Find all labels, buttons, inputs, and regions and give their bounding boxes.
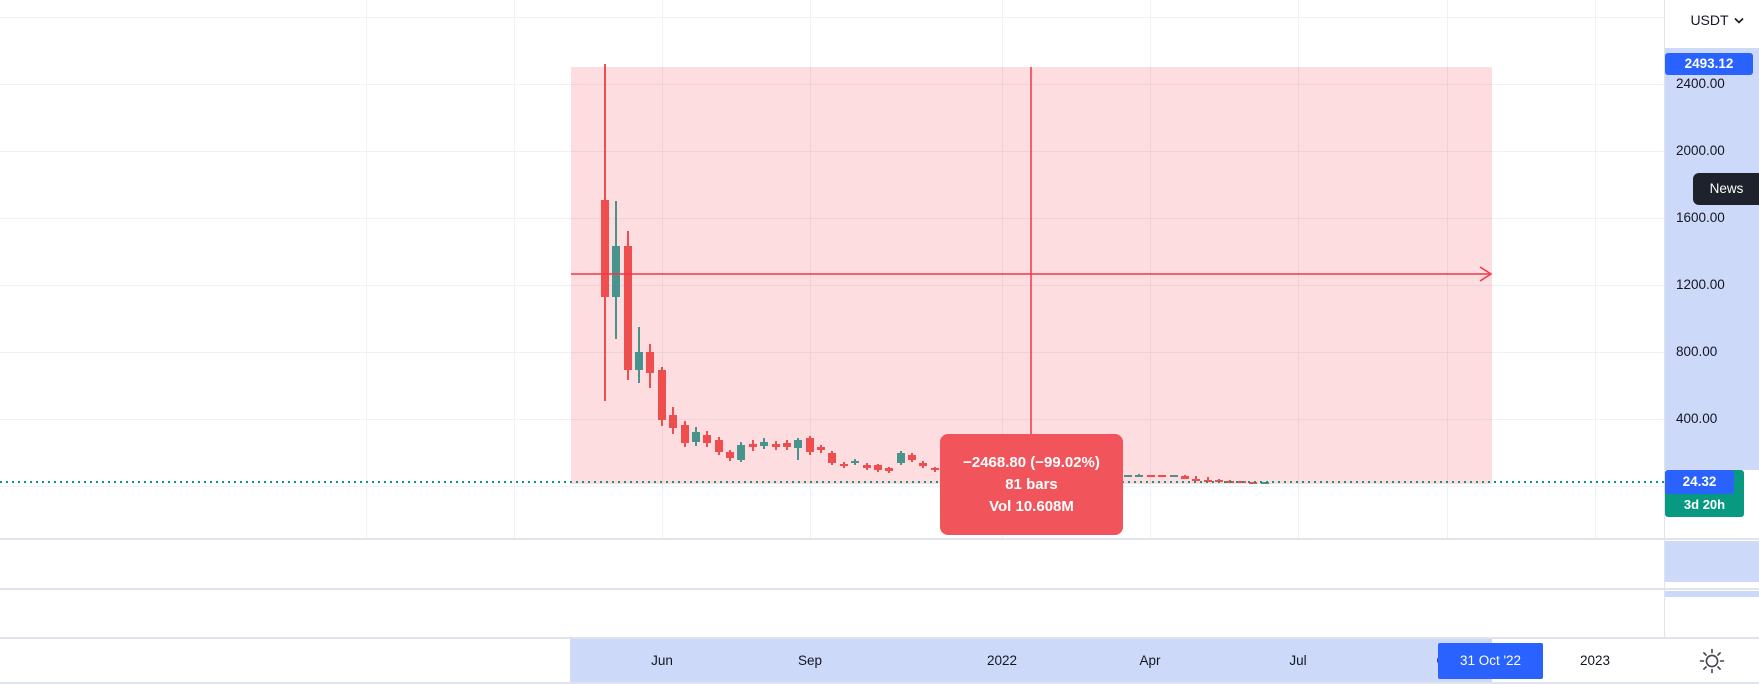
candle	[839, 464, 848, 467]
candle	[703, 434, 712, 443]
chart-surface[interactable]: −2468.80 (−99.02%) 81 bars Vol 10.608M	[0, 0, 1664, 538]
time-tick-label: Jul	[1289, 653, 1307, 668]
candle	[760, 441, 769, 446]
price-tick-label: 800.00	[1676, 344, 1718, 359]
candle	[794, 439, 803, 448]
candle-wick	[797, 437, 800, 461]
currency-dropdown[interactable]: USDT	[1679, 8, 1755, 32]
h-gridline	[0, 285, 1664, 286]
v-gridline	[1002, 0, 1003, 538]
candle	[930, 468, 939, 471]
candle	[748, 443, 757, 447]
h-gridline	[0, 486, 1664, 487]
measure-start-price-label: 2493.12	[1665, 53, 1753, 75]
pane-divider[interactable]	[0, 538, 1759, 540]
measure-tooltip: −2468.80 (−99.02%) 81 bars Vol 10.608M	[940, 434, 1123, 535]
h-gridline	[0, 352, 1664, 353]
candle	[1135, 474, 1144, 477]
candle	[657, 370, 666, 420]
price-tick-label: 2400.00	[1676, 76, 1725, 91]
candle	[862, 465, 871, 469]
currency-label: USDT	[1690, 12, 1729, 28]
candle	[1169, 475, 1178, 478]
candle	[873, 465, 882, 471]
price-tick-label: 1200.00	[1676, 277, 1725, 292]
measure-end-price-label: 24.32	[1665, 470, 1734, 494]
time-scale[interactable]: JunSep2022AprJulOct2023 31 Oct '22	[0, 637, 1759, 684]
candle-layer	[601, 63, 1269, 485]
price-tick-label: 400.00	[1676, 411, 1718, 426]
candle	[714, 439, 723, 452]
candle	[908, 455, 917, 461]
time-tick-label: Jun	[651, 653, 673, 668]
candle	[805, 437, 814, 452]
v-gridline	[1595, 0, 1596, 538]
candle	[635, 352, 644, 371]
measure-change-text: −2468.80 (−99.02%)	[963, 454, 1100, 471]
price-tick-label: 2000.00	[1676, 143, 1725, 158]
current-price-line	[0, 481, 1664, 483]
candle-wick	[1206, 476, 1209, 483]
candle	[691, 432, 700, 442]
v-gridline	[1447, 0, 1448, 538]
v-gridline	[366, 0, 367, 538]
candle	[1215, 479, 1224, 482]
v-gridline	[514, 0, 515, 538]
price-scale[interactable]: 2400.00 2000.00 1600.00 1200.00 800.00 400.00…	[1664, 0, 1759, 638]
measure-volume-text: Vol 10.608M	[989, 498, 1074, 515]
measure-date-range-highlight	[570, 639, 1492, 682]
candle	[771, 443, 780, 447]
scale-measure-highlight	[1665, 541, 1759, 582]
candle	[1146, 474, 1155, 477]
measure-end-date-label: 31 Oct '22	[1438, 643, 1543, 679]
v-gridline	[1150, 0, 1151, 538]
candle	[646, 352, 655, 373]
price-tick-label: 1600.00	[1676, 210, 1725, 225]
h-gridline	[0, 84, 1664, 85]
v-gridline	[1298, 0, 1299, 538]
time-tick-label: Sep	[797, 653, 823, 668]
news-button[interactable]: News	[1693, 173, 1759, 205]
v-gridline	[662, 0, 663, 538]
candle	[1180, 475, 1189, 479]
h-gridline	[0, 218, 1664, 219]
candle	[919, 463, 928, 467]
candle	[851, 461, 860, 464]
candle	[885, 468, 894, 472]
candle	[1124, 474, 1133, 477]
bar-countdown-text: 3d 20h	[1683, 497, 1726, 512]
scale-measure-highlight	[1665, 48, 1759, 470]
candle	[1249, 482, 1258, 485]
candle	[896, 453, 905, 464]
candle	[623, 246, 632, 371]
candle	[782, 442, 791, 447]
sun-icon	[1699, 648, 1725, 674]
candle	[680, 425, 689, 443]
h-gridline	[0, 419, 1664, 420]
scale-measure-highlight	[1665, 591, 1759, 597]
measure-bars-text: 81 bars	[1005, 476, 1058, 493]
candle	[1158, 475, 1167, 478]
candle-wick	[1195, 476, 1198, 482]
candle	[1203, 479, 1212, 482]
theme-toggle-button[interactable]	[1698, 647, 1726, 675]
pane-divider[interactable]	[0, 588, 1759, 590]
candle	[612, 246, 621, 297]
candle	[737, 444, 746, 461]
time-tick-label: 2023	[1579, 653, 1611, 668]
candle	[1192, 478, 1201, 481]
time-tick-label: 2022	[986, 653, 1018, 668]
v-gridline	[810, 0, 811, 538]
candle	[601, 199, 609, 297]
chevron-down-icon	[1733, 17, 1744, 24]
candle	[669, 414, 678, 429]
candle	[726, 451, 735, 458]
time-tick-label: Apr	[1139, 653, 1161, 668]
candle	[817, 446, 826, 450]
h-gridline	[0, 151, 1664, 152]
h-gridline	[0, 17, 1664, 18]
candle	[828, 453, 837, 464]
